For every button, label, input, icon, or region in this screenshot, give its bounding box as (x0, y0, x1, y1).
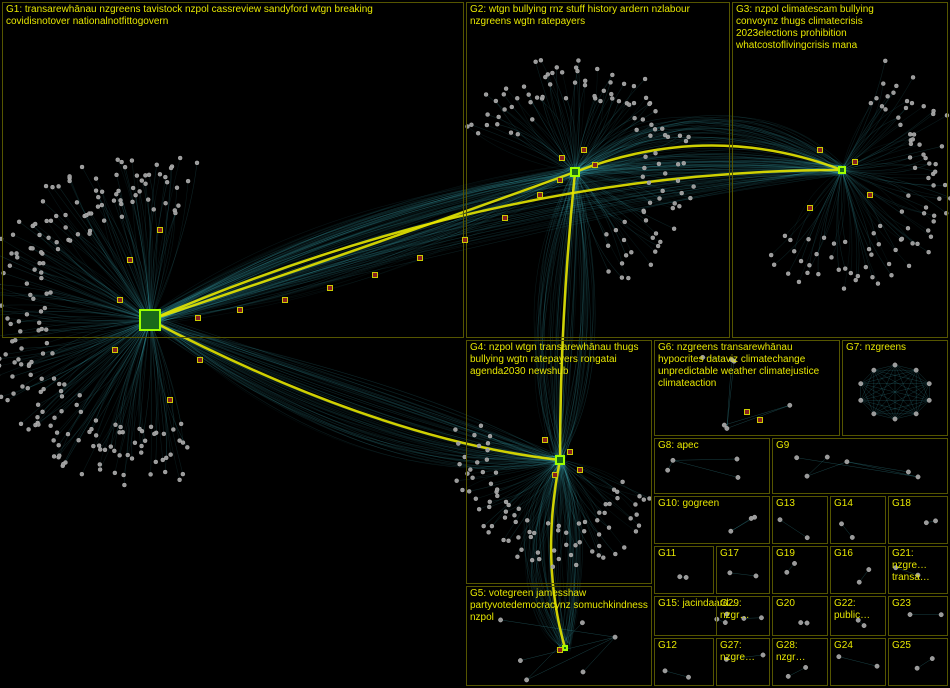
group-box-g5 (466, 586, 652, 686)
mini-hub-node (757, 417, 763, 423)
group-label-g8: G8: apec (656, 439, 760, 453)
group-box-g9 (772, 438, 948, 494)
mini-hub-node (867, 192, 873, 198)
mini-hub-node (167, 397, 173, 403)
group-label-g22: G22: public… (832, 597, 888, 623)
mini-hub-node (557, 647, 563, 653)
group-label-g6: G6: nzgreens transarewhānau hypocrites d… (656, 341, 842, 391)
group-box-g28 (772, 638, 828, 686)
group-box-g25 (888, 638, 948, 686)
group-label-g18: G18 (890, 497, 934, 511)
mini-hub-node (195, 315, 201, 321)
group-box-g29 (716, 596, 770, 636)
mini-hub-node (557, 177, 563, 183)
mini-hub-node (502, 215, 508, 221)
group-box-g15 (654, 596, 770, 636)
group-box-g10 (654, 496, 770, 544)
group-label-g20: G20 (774, 597, 818, 611)
group-box-g22 (830, 596, 886, 636)
group-label-g21: G21: nzgre… transa… (890, 547, 950, 585)
group-box-g23 (888, 596, 948, 636)
mini-hub-node (537, 192, 543, 198)
mini-hub-node (157, 227, 163, 233)
group-box-g24 (830, 638, 886, 686)
group-box-g8 (654, 438, 770, 494)
group-box-g19 (772, 546, 828, 594)
group-label-g4: G4: nzpol wtgn transarewhānau thugs bull… (468, 341, 654, 379)
network-svg-layer (0, 0, 950, 688)
group-box-g20 (772, 596, 828, 636)
mini-hub-node (127, 257, 133, 263)
mini-hub-node (542, 437, 548, 443)
mini-hub-node (852, 159, 858, 165)
mini-hub-node (567, 449, 573, 455)
mini-hub-node (282, 297, 288, 303)
group-box-g6 (654, 340, 840, 436)
group-box-g17 (716, 546, 770, 594)
group-label-g2: G2: wtgn bullying rnz stuff history arde… (468, 3, 732, 29)
hub-node-h1 (139, 309, 161, 331)
group-label-g14: G14 (832, 497, 876, 511)
group-label-g9: G9 (774, 439, 838, 453)
group-box-g14 (830, 496, 886, 544)
group-box-g18 (888, 496, 948, 544)
group-box-g27 (716, 638, 770, 686)
group-label-g24: G24 (832, 639, 876, 653)
hub-node-h5 (562, 645, 568, 651)
mini-hub-node (552, 472, 558, 478)
group-label-g7: G7: nzgreens (844, 341, 948, 355)
mini-hub-node (581, 147, 587, 153)
hub-node-h4 (555, 455, 565, 465)
group-label-g19: G19 (774, 547, 818, 561)
hub-node-h2 (570, 167, 580, 177)
group-box-g3 (732, 2, 948, 338)
group-label-g29: G29: nzgr… (718, 597, 772, 623)
group-box-g1 (2, 2, 464, 338)
mini-hub-node (237, 307, 243, 313)
mini-hub-node (592, 162, 598, 168)
group-label-g13: G13 (774, 497, 818, 511)
group-label-g17: G17 (718, 547, 762, 561)
mini-hub-node (462, 237, 468, 243)
group-label-g10: G10: gogreen (656, 497, 770, 511)
group-label-g23: G23 (890, 597, 934, 611)
mini-hub-node (807, 205, 813, 211)
group-label-g3: G3: nzpol climatescam bullying convoynz … (734, 3, 918, 53)
group-label-g16: G16 (832, 547, 876, 561)
group-label-g15: G15: jacindaard… (656, 597, 770, 611)
network-graph-stage: G1: transarewhānau nzgreens tavistock nz… (0, 0, 950, 688)
group-box-g4 (466, 340, 652, 584)
group-label-g12: G12 (656, 639, 700, 653)
group-label-g25: G25 (890, 639, 934, 653)
group-box-g7 (842, 340, 948, 436)
group-label-g1: G1: transarewhānau nzgreens tavistock nz… (4, 3, 428, 29)
mini-hub-node (197, 357, 203, 363)
mini-hub-node (117, 297, 123, 303)
mini-hub-node (744, 409, 750, 415)
hub-node-h3 (838, 166, 846, 174)
mini-hub-node (817, 147, 823, 153)
group-label-g27: G27: nzgre… (718, 639, 772, 665)
group-box-g12 (654, 638, 714, 686)
group-box-g21 (888, 546, 948, 594)
group-box-g13 (772, 496, 828, 544)
group-label-g11: G11 (656, 547, 700, 561)
group-box-g16 (830, 546, 886, 594)
mini-hub-node (327, 285, 333, 291)
mini-hub-node (577, 467, 583, 473)
group-label-g5: G5: votegreen jamesshaw partyvotedemocra… (468, 587, 654, 625)
mini-hub-node (559, 155, 565, 161)
mini-hub-node (112, 347, 118, 353)
group-box-g11 (654, 546, 714, 594)
mini-hub-node (372, 272, 378, 278)
group-box-g2 (466, 2, 730, 338)
mini-hub-node (417, 255, 423, 261)
group-label-g28: G28: nzgr… (774, 639, 828, 665)
